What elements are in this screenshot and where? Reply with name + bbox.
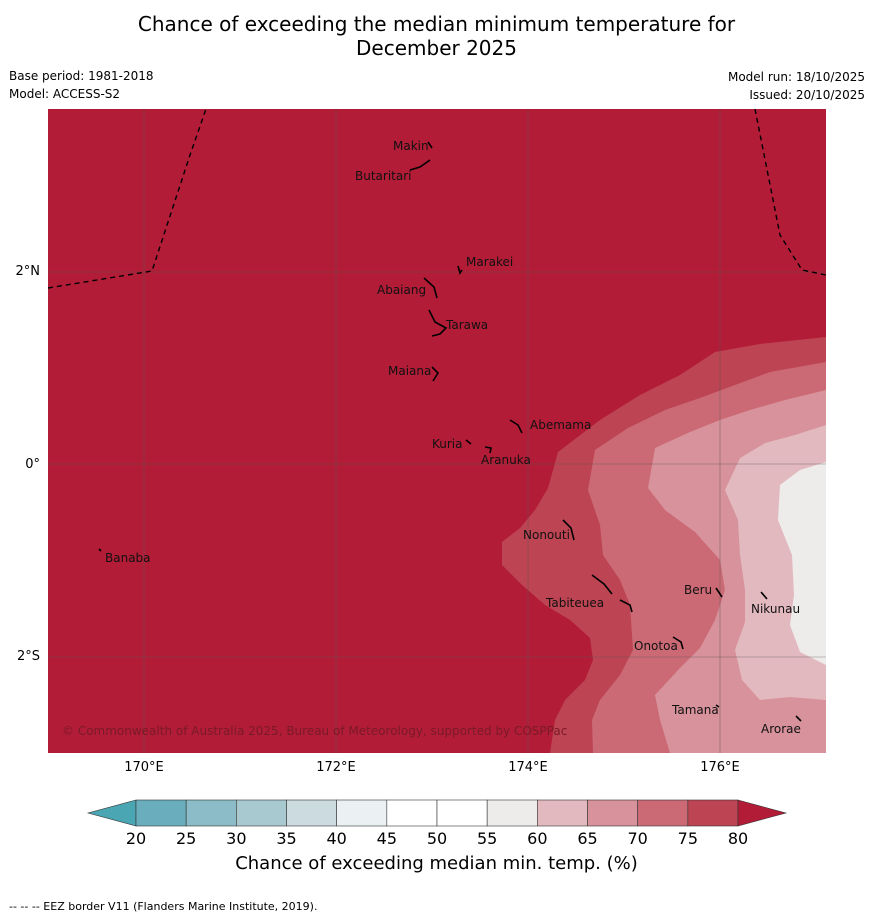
island-label-aranuka: Aranuka xyxy=(481,453,531,467)
meta-left: Base period: 1981-2018 Model: ACCESS-S2 xyxy=(9,67,154,103)
model-run: Model run: 18/10/2025 xyxy=(727,70,865,84)
eez-border xyxy=(48,109,826,289)
island-label-butaritari: Butaritari xyxy=(355,169,412,183)
island-label-nonouti: Nonouti xyxy=(523,528,570,542)
island-label-tamana: Tamana xyxy=(672,703,719,717)
lon-tick-170: 170°E xyxy=(124,760,164,775)
island-label-beru: Beru xyxy=(684,583,713,597)
meta-right: Model run: 18/10/2025 Issued: 20/10/2025 xyxy=(728,68,865,104)
island-label-banaba: Banaba xyxy=(105,551,151,565)
title-line-1: Chance of exceeding the median minimum t… xyxy=(137,12,736,36)
island-label-abemama: Abemama xyxy=(530,418,592,432)
island-label-abaiang: Abaiang xyxy=(377,283,427,297)
colorbar-tick-30: 30 xyxy=(226,829,247,848)
title-line-2: December 2025 xyxy=(356,36,517,60)
colorbar-cell-35-40 xyxy=(286,799,337,827)
island-label-tarawa: Tarawa xyxy=(446,318,489,332)
colorbar-cell-45-50 xyxy=(386,799,438,827)
colorbar-tick-35: 35 xyxy=(276,829,297,848)
band-55-60 xyxy=(778,462,826,665)
eez-footnote: -- -- -- EEZ border V11 (Flanders Marine… xyxy=(9,900,318,913)
colorbar-under-triangle xyxy=(86,799,137,827)
island-label-onotoa: Onotoa xyxy=(634,639,678,653)
colorbar-label: Chance of exceeding median min. temp. (%… xyxy=(235,853,638,874)
island-label-tabiteuea: Tabiteuea xyxy=(546,596,605,610)
lat-tick-0: 0° xyxy=(25,457,40,472)
contour-field xyxy=(48,109,826,753)
lon-tick-174: 174°E xyxy=(508,760,548,775)
colorbar-cell-40-45 xyxy=(336,799,388,827)
colorbar-tick-65: 65 xyxy=(577,829,598,848)
colorbar-cell-70-75 xyxy=(637,799,689,827)
colorbar-cell-50-55 xyxy=(436,799,488,827)
colorbar-tick-75: 75 xyxy=(677,829,698,848)
colorbar xyxy=(86,799,788,827)
colorbar-cell-55-60 xyxy=(486,799,538,827)
lat-tick-2s: 2°S xyxy=(16,649,40,664)
lon-tick-176: 176°E xyxy=(700,760,740,775)
lat-tick-2n: 2°N xyxy=(15,264,41,279)
model-name: Model: ACCESS-S2 xyxy=(9,87,121,101)
colorbar-tick-60: 60 xyxy=(527,829,548,848)
colorbar-tick-80: 80 xyxy=(727,829,749,848)
colorbar-tick-20: 20 xyxy=(125,829,147,848)
lon-tick-172: 172°E xyxy=(316,760,356,775)
colorbar-cell-30-35 xyxy=(236,799,287,827)
colorbar-cell-65-70 xyxy=(587,799,638,827)
island-shapes xyxy=(98,141,802,722)
colorbar-cells xyxy=(135,799,739,827)
island-label-makin: Makin xyxy=(393,139,429,153)
colorbar-cell-75-80 xyxy=(687,799,739,827)
graticule xyxy=(48,109,826,753)
map-title: Chance of exceeding the median minimum t… xyxy=(0,12,873,60)
colorbar-tick-70: 70 xyxy=(627,829,648,848)
colorbar-tick-45: 45 xyxy=(376,829,397,848)
island-label-nikunau: Nikunau xyxy=(751,602,801,616)
colorbar-cell-60-65 xyxy=(537,799,588,827)
colorbar-tick-25: 25 xyxy=(175,829,197,848)
colorbar-tick-55: 55 xyxy=(476,829,498,848)
issued-date: Issued: 20/10/2025 xyxy=(749,88,865,102)
island-label-marakei: Marakei xyxy=(466,255,514,269)
colorbar-over-triangle xyxy=(737,799,788,827)
colorbar-cell-20-25 xyxy=(135,799,187,827)
base-period: Base period: 1981-2018 xyxy=(9,69,154,83)
copyright-notice: © Commonwealth of Australia 2025, Bureau… xyxy=(62,724,568,738)
colorbar-tick-50: 50 xyxy=(426,829,448,848)
island-label-kuria: Kuria xyxy=(432,437,463,451)
island-label-arorae: Arorae xyxy=(761,722,801,736)
island-label-maiana: Maiana xyxy=(388,364,432,378)
colorbar-cell-25-30 xyxy=(185,799,237,827)
colorbar-tick-40: 40 xyxy=(326,829,347,848)
